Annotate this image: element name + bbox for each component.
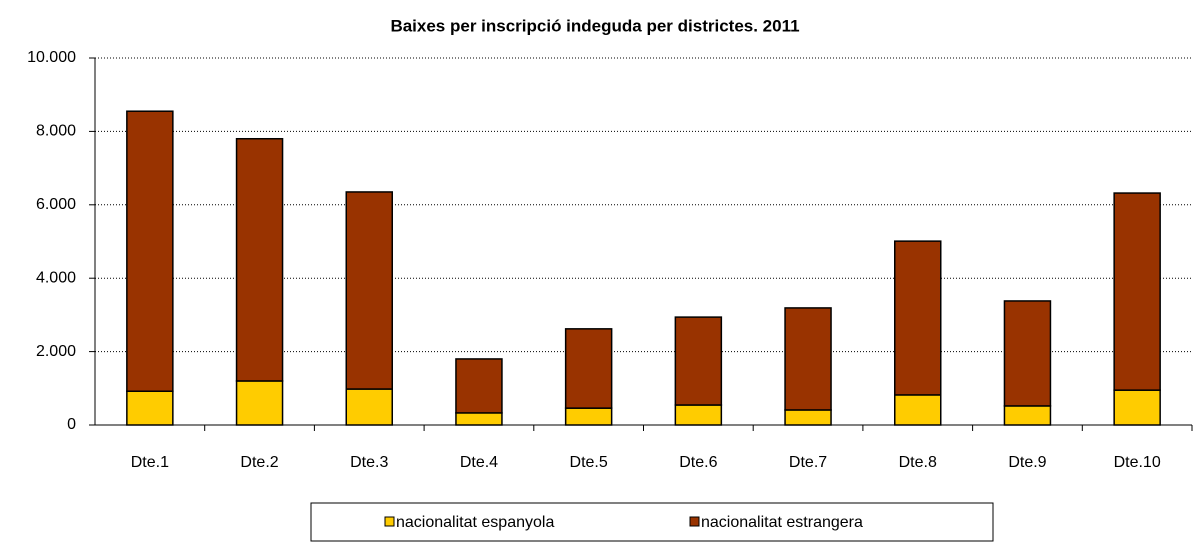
- bar-segment: [1003, 300, 1052, 407]
- bar-segment: [235, 137, 284, 382]
- legend-swatch: [384, 516, 395, 527]
- x-tick-label: Dte.6: [679, 454, 717, 471]
- x-tick-label: Dte.1: [131, 454, 169, 471]
- legend-label: nacionalitat espanyola: [396, 514, 554, 531]
- x-tick-label: Dte.2: [240, 454, 278, 471]
- legend-swatch: [689, 516, 700, 527]
- x-tick-label: Dte.7: [789, 454, 827, 471]
- bar-segment: [894, 240, 942, 396]
- bar-segment: [455, 358, 503, 414]
- legend-label: nacionalitat estrangera: [701, 514, 863, 531]
- bar-segment: [345, 191, 393, 390]
- bar-segment: [126, 390, 174, 426]
- bar-segment: [1003, 405, 1052, 426]
- bar-segment: [894, 394, 942, 426]
- bar-segment: [1113, 389, 1161, 426]
- y-tick-label: 8.000: [36, 123, 76, 140]
- legend-box: [310, 502, 994, 542]
- y-tick-label: 0: [67, 416, 76, 433]
- bar-segment: [235, 380, 284, 426]
- x-tick-label: Dte.4: [460, 454, 498, 471]
- bar-segment: [674, 404, 723, 426]
- bar-segment: [784, 307, 832, 411]
- bar-segment: [564, 328, 613, 409]
- y-tick-label: 10.000: [27, 49, 76, 66]
- x-tick-label: Dte.10: [1114, 454, 1161, 471]
- y-tick-label: 2.000: [36, 343, 76, 360]
- chart-title: Baixes per inscripció indeguda per distr…: [390, 16, 799, 35]
- bar-segment: [784, 409, 832, 426]
- bar-segment: [1113, 192, 1161, 391]
- bar-segment: [455, 412, 503, 426]
- y-tick-label: 6.000: [36, 196, 76, 213]
- x-tick-label: Dte.9: [1008, 454, 1046, 471]
- bar-segment: [126, 110, 174, 392]
- bar-segment: [564, 407, 613, 426]
- bar-segment: [345, 388, 393, 426]
- x-tick-label: Dte.5: [570, 454, 608, 471]
- bar-segment: [674, 316, 723, 406]
- y-tick-label: 4.000: [36, 269, 76, 286]
- x-tick-label: Dte.8: [899, 454, 937, 471]
- x-tick-label: Dte.3: [350, 454, 388, 471]
